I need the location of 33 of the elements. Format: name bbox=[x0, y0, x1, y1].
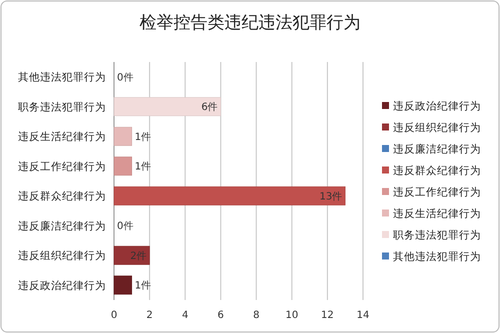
legend-label: 职务违法犯罪行为 bbox=[393, 228, 481, 242]
data-label: 1件 bbox=[134, 132, 152, 143]
data-label: 6件 bbox=[201, 102, 218, 114]
legend-label: 违反廉洁纪律行为 bbox=[393, 142, 481, 156]
legend-label: 违反群众纪律行为 bbox=[393, 164, 481, 178]
y-tick-label: 违反政治纪律行为 bbox=[18, 278, 106, 292]
data-label: 1件 bbox=[134, 280, 152, 292]
y-tick-label: 违反生活纪律行为 bbox=[18, 130, 106, 144]
x-tick-label: 6 bbox=[218, 310, 224, 321]
x-tick-label: 12 bbox=[321, 310, 334, 321]
data-label: 2件 bbox=[130, 250, 147, 262]
x-tick-label: 0 bbox=[110, 310, 118, 321]
x-tick-label: 10 bbox=[285, 310, 298, 321]
y-tick-label: 违反廉洁纪律行为 bbox=[18, 219, 106, 232]
y-tick-label: 违反群众纪律行为 bbox=[18, 190, 106, 203]
y-tick-label: 违反组织纪律行为 bbox=[18, 249, 106, 262]
data-label: 0件 bbox=[117, 72, 134, 84]
legend-label: 违反政治纪律行为 bbox=[393, 100, 481, 113]
x-tick-label: 14 bbox=[356, 310, 370, 321]
legend-label: 违反生活纪律行为 bbox=[393, 207, 481, 220]
legend-label: 违反组织纪律行为 bbox=[393, 121, 481, 134]
legend-label: 违反工作纪律行为 bbox=[393, 186, 481, 199]
x-tick-label: 2 bbox=[146, 310, 153, 321]
x-tick-label: 8 bbox=[253, 310, 260, 321]
y-tick-label: 违反工作纪律行为 bbox=[18, 160, 106, 173]
data-label: 1件 bbox=[134, 162, 152, 173]
data-label: 13件 bbox=[319, 191, 342, 202]
data-label: 0件 bbox=[117, 221, 134, 232]
x-tick-label: 4 bbox=[182, 310, 188, 321]
y-tick-label: 职务违法犯罪行为 bbox=[18, 100, 106, 114]
y-tick-label: 其他违法犯罪行为 bbox=[18, 70, 106, 84]
chart-title: 检举控告类违纪违法犯罪行为 bbox=[140, 13, 360, 33]
legend-label: 其他违法犯罪行为 bbox=[393, 250, 481, 264]
